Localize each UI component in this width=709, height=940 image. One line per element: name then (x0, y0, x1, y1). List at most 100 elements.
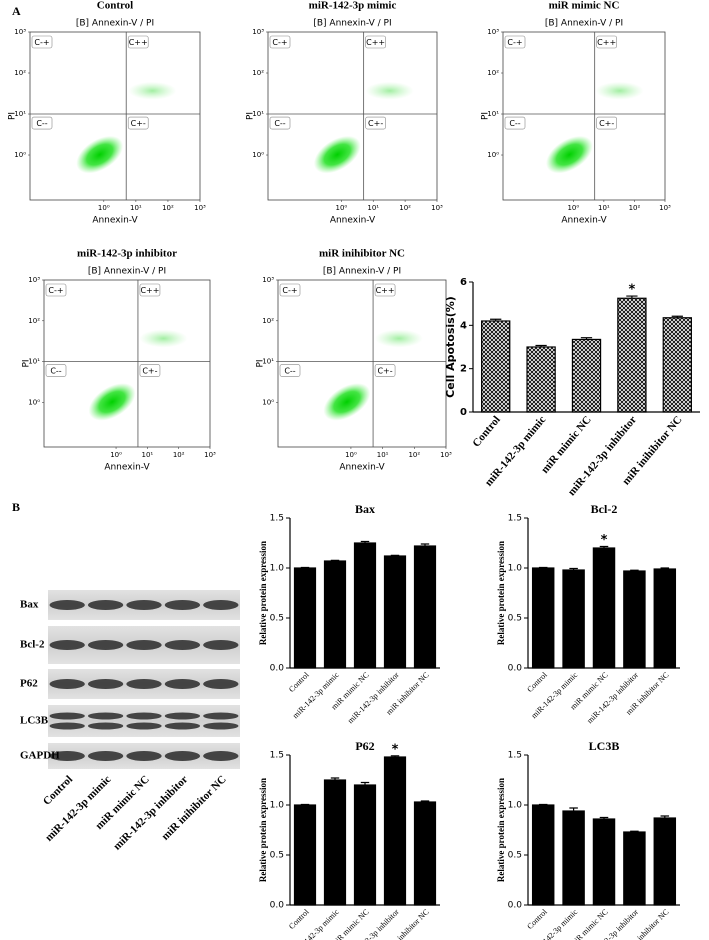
quadrant-label: C-+ (48, 286, 63, 295)
quadrant-box (31, 116, 53, 130)
y-axis-label: PI (246, 112, 256, 120)
quadrant-box (504, 116, 526, 130)
y-tick-label: 1.0 (508, 564, 523, 574)
panel-label: B (12, 500, 20, 514)
error-bar (490, 318, 502, 321)
quadrant-box (269, 35, 291, 49)
quadrant-label: C-- (509, 119, 520, 128)
blot-band (126, 679, 162, 689)
bar (481, 320, 511, 413)
x-axis-label: Annexin-V (104, 463, 150, 473)
quadrant-label: C-+ (282, 286, 297, 295)
blot-band (203, 722, 239, 730)
chart-title: LC3B (589, 739, 620, 753)
cell-cloud (128, 81, 177, 100)
error-bar (569, 567, 578, 570)
bar (592, 818, 616, 906)
bar (623, 831, 646, 906)
error-bar (420, 800, 430, 802)
y-tick-label: 10² (487, 69, 499, 77)
blot-band (164, 640, 201, 650)
bar (662, 317, 692, 413)
y-tick-label: 10¹ (14, 110, 26, 118)
cell-cloud (595, 81, 644, 100)
plot-frame (267, 31, 438, 201)
quadrant-label: C++ (366, 38, 385, 47)
y-tick-label: 10¹ (28, 358, 40, 366)
y-axis-label: PI (256, 359, 266, 367)
x-tick-label: 10¹ (142, 451, 154, 459)
blot-band (87, 679, 124, 689)
x-tick-label: 10² (408, 451, 420, 459)
bar (353, 784, 377, 906)
error-bar (580, 337, 593, 340)
blot-band (87, 751, 124, 761)
error-bar (300, 803, 310, 806)
cell-cloud (365, 81, 414, 100)
blot-band (126, 600, 162, 610)
y-tick-label: 0.0 (508, 901, 523, 911)
blot-band (203, 679, 239, 689)
cell-cloud (374, 329, 423, 348)
blot-band (126, 640, 162, 650)
x-tick-label: Control (287, 907, 311, 931)
y-tick-label: 10⁰ (262, 398, 274, 406)
error-bar (599, 545, 609, 548)
bar (571, 338, 602, 413)
error-bar (626, 295, 638, 299)
quadrant-box (365, 35, 386, 49)
blot-strip (48, 705, 240, 737)
y-tick-label: 10¹ (487, 110, 499, 118)
error-bar (390, 554, 400, 556)
bar (531, 567, 555, 669)
x-tick-label: 10¹ (377, 451, 389, 459)
x-tick-label: 10² (399, 204, 411, 212)
error-bar (660, 815, 670, 818)
x-axis-label: Annexin-V (561, 216, 607, 226)
blot-band (49, 640, 85, 650)
y-axis-label: Relative protein expression (258, 778, 268, 882)
x-tick-label: 10¹ (367, 204, 379, 212)
quadrant-label: C+- (599, 119, 614, 128)
quadrant-label: C+- (142, 367, 157, 376)
y-axis-label: Relative protein expression (496, 778, 506, 882)
blot-row-label: Bax (20, 599, 39, 611)
panel-label: A (12, 4, 21, 18)
bar (293, 804, 317, 906)
quadrant-label: C++ (597, 38, 616, 47)
y-tick-label: 0.5 (270, 614, 284, 624)
quadrant-box (269, 116, 291, 130)
bar (413, 545, 437, 669)
plot-title: Control (97, 0, 133, 12)
y-tick-label: 10² (28, 317, 40, 325)
y-axis-label: PI (481, 112, 491, 120)
plot-title: miR mimic NC (549, 0, 620, 12)
cell-cloud (313, 135, 361, 174)
chart-title: Bcl-2 (591, 502, 618, 516)
error-bar (660, 567, 670, 569)
blot-band (203, 600, 239, 610)
blot-row-label: P62 (20, 678, 38, 690)
error-bar (330, 777, 340, 780)
quadrant-label: C-- (284, 367, 295, 376)
y-tick-label: 1.5 (508, 514, 522, 524)
quadrant-box (139, 364, 161, 377)
y-tick-label: 0 (460, 407, 467, 418)
blot-band (126, 712, 162, 720)
bar (623, 570, 646, 669)
y-tick-label: 10⁰ (28, 398, 40, 406)
x-tick-label: 10² (173, 451, 185, 459)
x-tick-label: Control (525, 907, 549, 931)
blot-row-label: Bcl-2 (20, 639, 45, 651)
x-tick-label: 10⁰ (335, 204, 347, 212)
quadrant-label: C-+ (34, 38, 49, 47)
bar (531, 804, 555, 906)
x-tick-label: Control (287, 670, 311, 694)
y-tick-label: 10⁰ (14, 151, 26, 159)
quadrant-box (127, 35, 149, 49)
x-tick-label: 10¹ (598, 204, 610, 212)
x-tick-label: miR-142-3p inhibitor (346, 670, 401, 725)
cell-cloud (545, 135, 593, 174)
y-tick-label: 6 (460, 277, 467, 288)
bar (562, 810, 585, 906)
